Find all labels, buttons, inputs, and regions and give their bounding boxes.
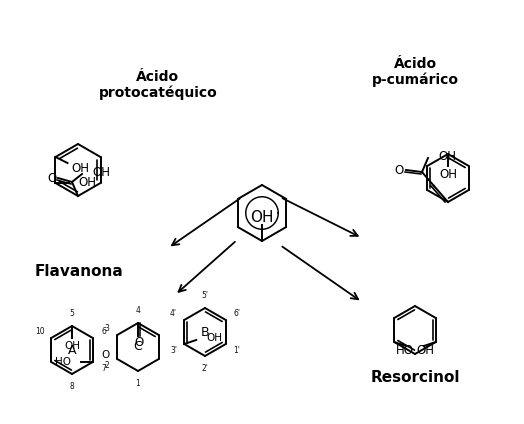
Text: Ácido
protocatéquico: Ácido protocatéquico — [99, 70, 217, 100]
Text: 4: 4 — [136, 306, 140, 315]
Text: 3': 3' — [170, 346, 177, 355]
Text: OH: OH — [206, 333, 222, 343]
Text: OH: OH — [71, 162, 90, 176]
Text: 5: 5 — [70, 309, 74, 318]
Text: 1': 1' — [233, 346, 240, 355]
Text: 4': 4' — [170, 309, 177, 318]
Text: 5': 5' — [202, 291, 209, 300]
Text: A: A — [68, 343, 77, 357]
Text: O: O — [47, 173, 57, 186]
Text: OH: OH — [64, 341, 80, 351]
Text: OH: OH — [250, 210, 274, 226]
Text: C: C — [134, 340, 143, 354]
Text: 8: 8 — [70, 382, 74, 391]
Text: OH: OH — [438, 150, 456, 162]
Text: 6: 6 — [101, 327, 106, 336]
Text: O: O — [101, 351, 109, 360]
Text: HO: HO — [55, 357, 71, 367]
Text: 7: 7 — [101, 364, 106, 373]
Text: O: O — [395, 164, 403, 176]
Text: OH: OH — [92, 165, 110, 179]
Text: B: B — [201, 326, 209, 338]
Text: 10: 10 — [36, 327, 45, 336]
Text: OH: OH — [416, 343, 434, 357]
Text: 2: 2 — [104, 361, 109, 370]
Text: OH: OH — [79, 176, 96, 190]
Text: OH: OH — [439, 167, 457, 181]
Text: O: O — [134, 337, 144, 349]
Text: Resorcinol: Resorcinol — [370, 371, 460, 385]
Text: 2': 2' — [202, 364, 209, 373]
Text: Ácido
p-cumárico: Ácido p-cumárico — [372, 56, 458, 87]
Text: 1: 1 — [136, 379, 140, 388]
Text: Flavanona: Flavanona — [35, 265, 124, 279]
Text: HO: HO — [396, 343, 414, 357]
Text: 3: 3 — [104, 324, 109, 333]
Text: 6': 6' — [233, 309, 240, 318]
